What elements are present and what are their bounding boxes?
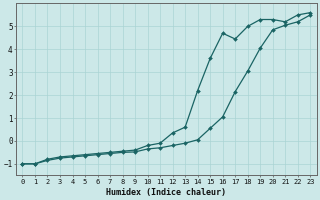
X-axis label: Humidex (Indice chaleur): Humidex (Indice chaleur) [106, 188, 226, 197]
